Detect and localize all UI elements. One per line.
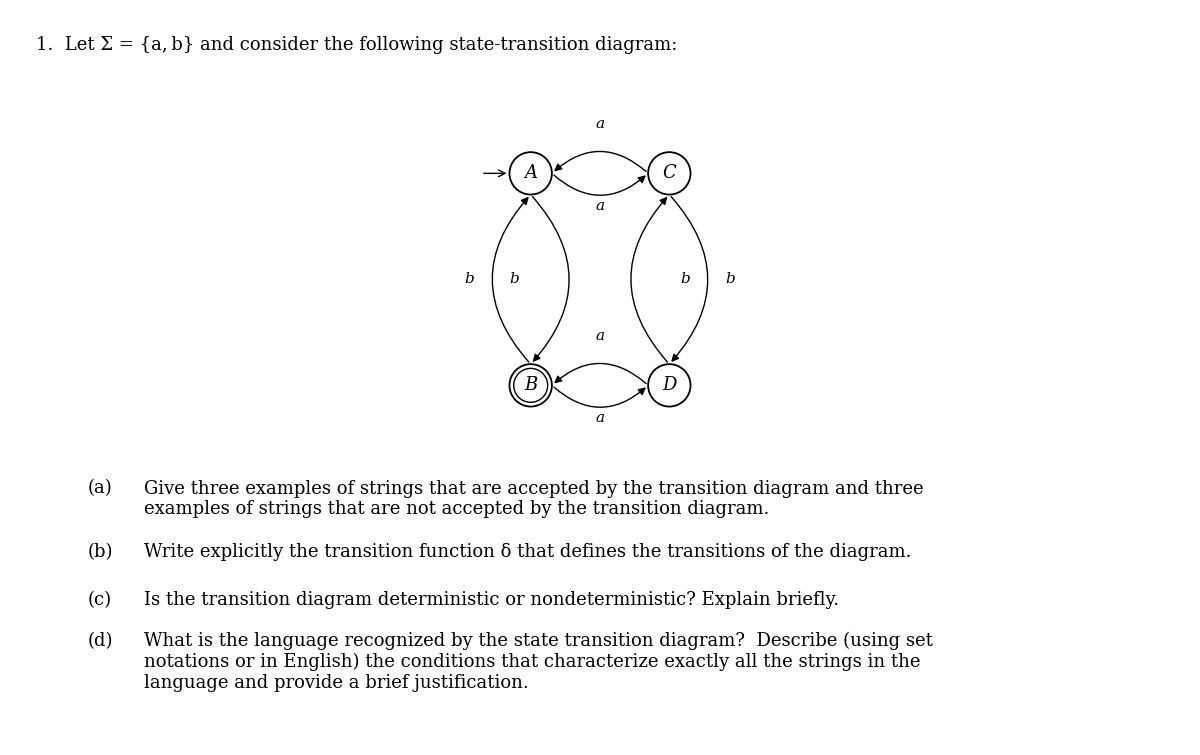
- Text: b: b: [680, 273, 690, 286]
- Text: a: a: [595, 118, 605, 131]
- Text: b: b: [726, 273, 736, 286]
- Text: B: B: [524, 376, 538, 394]
- Text: C: C: [662, 165, 676, 183]
- FancyArrowPatch shape: [492, 198, 529, 362]
- Text: (a): (a): [88, 479, 113, 498]
- Text: (b): (b): [88, 543, 113, 561]
- Text: a: a: [595, 329, 605, 344]
- FancyArrowPatch shape: [554, 175, 644, 196]
- Text: What is the language recognized by the state transition diagram?  Describe (usin: What is the language recognized by the s…: [144, 632, 932, 692]
- Text: A: A: [524, 165, 538, 183]
- Text: b: b: [464, 273, 474, 286]
- Text: b: b: [510, 273, 520, 286]
- Text: Give three examples of strings that are accepted by the transition diagram and t: Give three examples of strings that are …: [144, 479, 924, 519]
- Text: (c): (c): [88, 591, 112, 609]
- FancyArrowPatch shape: [556, 152, 646, 171]
- Text: D: D: [662, 376, 677, 394]
- Text: Is the transition diagram deterministic or nondeterministic? Explain briefly.: Is the transition diagram deterministic …: [144, 591, 839, 609]
- Text: 1.  Let Σ = {a, b} and consider the following state-transition diagram:: 1. Let Σ = {a, b} and consider the follo…: [36, 36, 677, 54]
- Text: a: a: [595, 411, 605, 425]
- FancyArrowPatch shape: [556, 363, 646, 384]
- Circle shape: [648, 364, 690, 406]
- Text: (d): (d): [88, 632, 113, 649]
- Circle shape: [510, 364, 552, 406]
- Text: Write explicitly the transition function δ that defines the transitions of the d: Write explicitly the transition function…: [144, 543, 911, 561]
- FancyArrowPatch shape: [631, 198, 667, 362]
- FancyArrowPatch shape: [671, 196, 708, 361]
- FancyArrowPatch shape: [533, 196, 569, 361]
- Text: a: a: [595, 199, 605, 213]
- Circle shape: [510, 153, 552, 195]
- FancyArrowPatch shape: [554, 387, 644, 407]
- Circle shape: [648, 153, 690, 195]
